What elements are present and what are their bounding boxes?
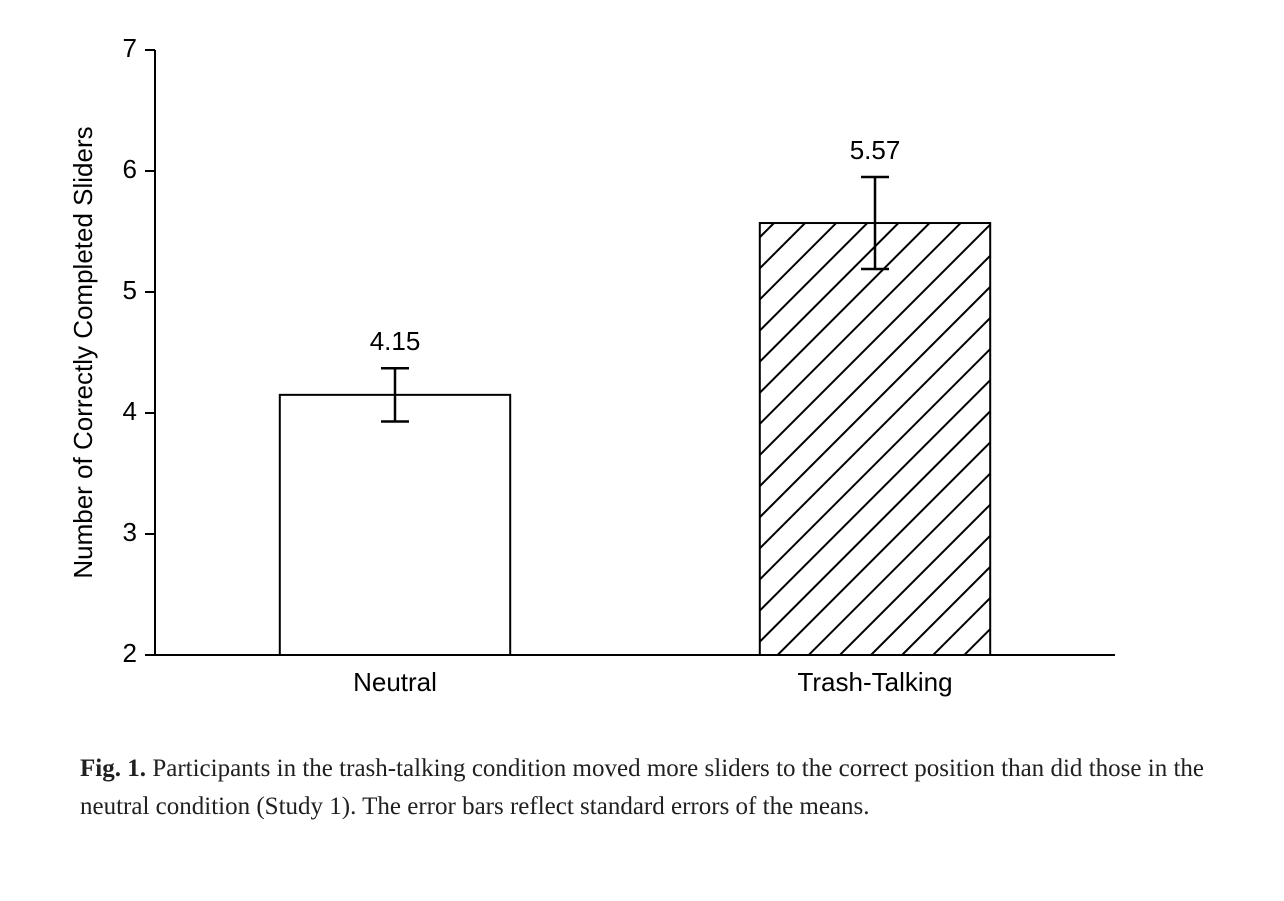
bar [760, 223, 990, 655]
figure-caption-text: Participants in the trash-talking condit… [80, 755, 1204, 820]
x-category-label: Trash-Talking [797, 667, 952, 697]
bar-chart: 2 3 4 5 6 7 Number of Correctly Completed Slid… [0, 0, 1284, 740]
bar-value-label: 5.57 [850, 135, 901, 165]
y-tick-label: 7 [123, 33, 137, 63]
bar [280, 395, 510, 655]
y-tick-label: 2 [123, 638, 137, 668]
bar-value-label: 4.15 [370, 326, 421, 356]
figure-container: 2 3 4 5 6 7 Number of Correctly Completed Slid… [0, 0, 1284, 901]
y-tick-label: 4 [123, 396, 137, 426]
figure-label: Fig. 1. [80, 755, 146, 782]
y-tick-label: 6 [123, 154, 137, 184]
y-axis-label: Number of Correctly Completed Sliders [68, 126, 98, 578]
figure-caption: Fig. 1. Participants in the trash-talkin… [80, 750, 1204, 825]
y-tick-label: 3 [123, 517, 137, 547]
x-category-label: Neutral [353, 667, 437, 697]
y-tick-label: 5 [123, 275, 137, 305]
